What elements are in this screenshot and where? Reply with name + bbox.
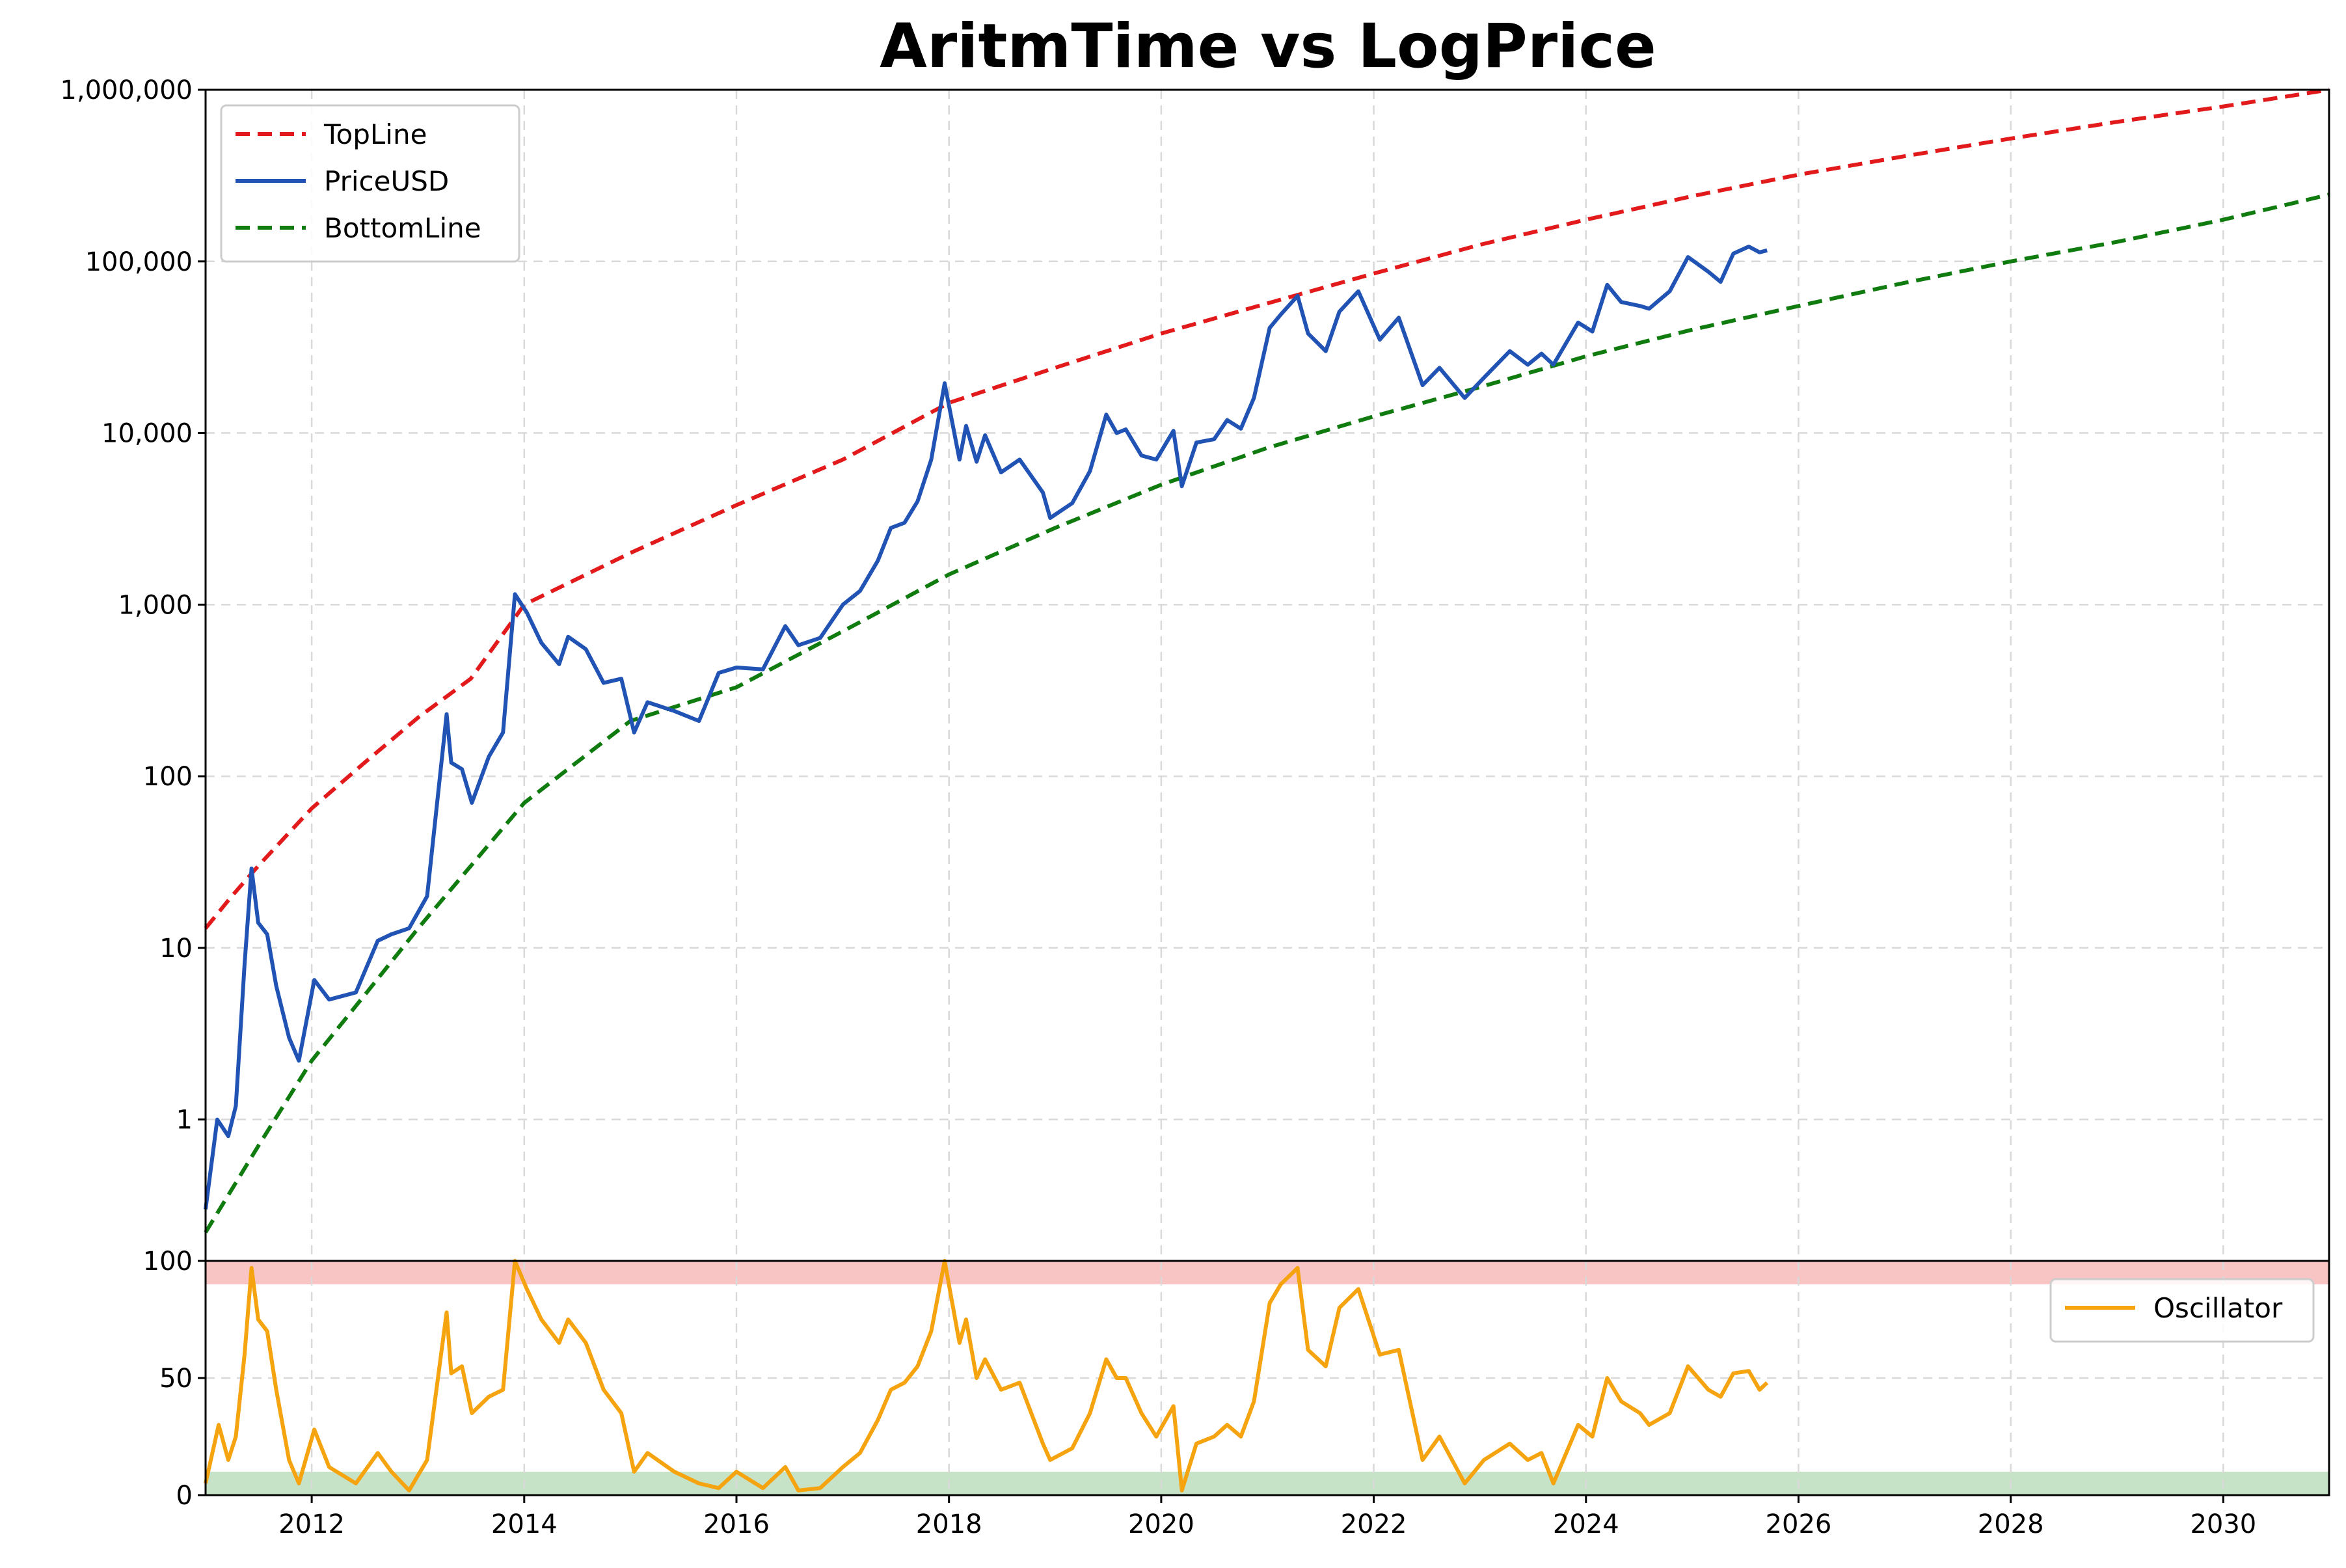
x-axis: 2012 2014 2016 2018 2020 2022 2024 2026 2028 2030 bbox=[278, 1495, 2256, 1539]
threshold-band bbox=[206, 1261, 2329, 1284]
legend-box bbox=[2049, 1278, 2315, 1343]
topline-line bbox=[204, 88, 2330, 930]
chart-title: AritmTime vs LogPrice bbox=[880, 11, 1656, 82]
x-tick-label: 2024 bbox=[1553, 1509, 1619, 1539]
oscillator-y-axis: 0 50 100 bbox=[143, 1247, 206, 1511]
y-tick-label: 1,000,000 bbox=[60, 75, 193, 105]
y-tick-label: 0 bbox=[176, 1481, 193, 1511]
y-tick-label: 100,000 bbox=[85, 247, 193, 277]
main-y-axis: 1 10 100 1,000 10,000 100,000 1,000,000 bbox=[60, 75, 206, 1135]
x-tick-label: 2018 bbox=[916, 1509, 982, 1539]
legend-label-priceusd: PriceUSD bbox=[324, 165, 449, 197]
main-legend: TopLine PriceUSD BottomLine bbox=[220, 104, 520, 263]
y-tick-label: 10,000 bbox=[101, 419, 193, 449]
oscillator-legend: Oscillator bbox=[2049, 1278, 2315, 1343]
y-tick-label: 1 bbox=[176, 1105, 193, 1135]
x-tick-label: 2022 bbox=[1341, 1509, 1407, 1539]
bottomline-line bbox=[204, 193, 2330, 1234]
threshold-band bbox=[206, 1472, 2329, 1495]
legend-label-bottomline: BottomLine bbox=[324, 212, 481, 244]
oscillator-series bbox=[204, 1259, 1769, 1493]
main-plot: 1 10 100 1,000 10,000 100,000 1,000,000 TopLin… bbox=[60, 75, 2330, 1262]
x-tick-label: 2014 bbox=[491, 1509, 558, 1539]
y-tick-label: 100 bbox=[143, 1247, 193, 1277]
y-tick-label: 50 bbox=[159, 1364, 193, 1394]
x-tick-label: 2012 bbox=[278, 1509, 345, 1539]
x-tick-label: 2028 bbox=[1978, 1509, 2044, 1539]
legend-label-topline: TopLine bbox=[323, 118, 427, 150]
y-tick-label: 10 bbox=[159, 934, 193, 964]
oscillator-bands bbox=[206, 1261, 2329, 1495]
y-tick-label: 100 bbox=[143, 762, 193, 792]
y-tick-label: 1,000 bbox=[118, 590, 193, 620]
oscillator-line bbox=[204, 1259, 1769, 1493]
main-series bbox=[204, 88, 2330, 1234]
x-tick-label: 2026 bbox=[1766, 1509, 1832, 1539]
x-tick-label: 2020 bbox=[1128, 1509, 1194, 1539]
x-tick-label: 2030 bbox=[2190, 1509, 2256, 1539]
x-tick-label: 2016 bbox=[703, 1509, 770, 1539]
legend-label-oscillator: Oscillator bbox=[2153, 1292, 2283, 1324]
priceusd-line bbox=[204, 245, 1768, 1210]
legend-box bbox=[220, 104, 520, 263]
